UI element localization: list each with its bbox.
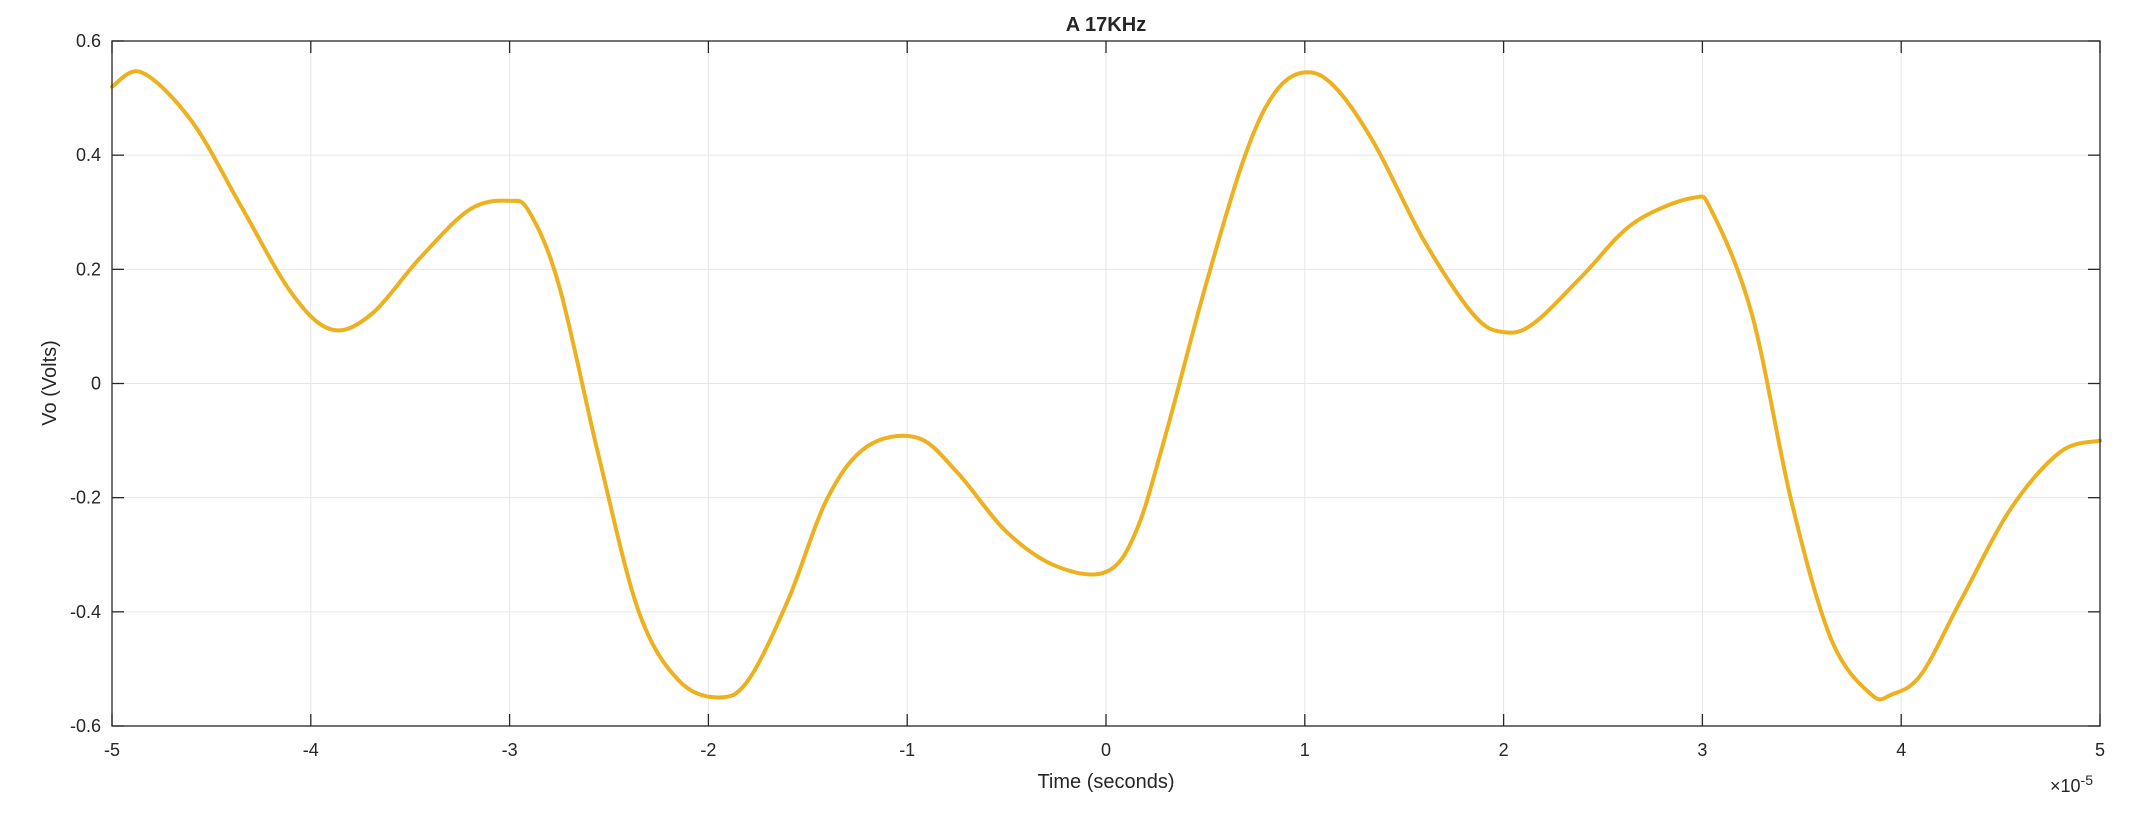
y-tick-label: -0.6 — [70, 716, 101, 736]
x-tick-label: 1 — [1300, 740, 1310, 760]
x-tick-label: 0 — [1101, 740, 1111, 760]
x-tick-label: 2 — [1499, 740, 1509, 760]
y-tick-label: -0.4 — [70, 602, 101, 622]
x-exponent-power: -5 — [2081, 772, 2094, 788]
x-tick-label: -4 — [303, 740, 319, 760]
x-tick-label: 3 — [1697, 740, 1707, 760]
tick-labels: -5 -4 -3 -2 -1 0 1 2 3 4 5 -0.6 -0.4 -0.2 0 0.2 0.4 0.6 — [70, 31, 2105, 760]
x-tick-label: -3 — [502, 740, 518, 760]
chart-title: A 17KHz — [1066, 14, 1146, 36]
plot-frame — [111, 40, 2101, 727]
series-line — [110, 69, 2102, 702]
x-tick-label: 4 — [1896, 740, 1906, 760]
y-tick-label: -0.2 — [70, 488, 101, 508]
x-tick-label: -2 — [700, 740, 716, 760]
y-axis-label: Vo (Volts) — [39, 340, 61, 426]
x-tick-label: -1 — [899, 740, 915, 760]
x-tick-label: 5 — [2095, 740, 2105, 760]
y-tick-label: 0.2 — [76, 259, 101, 279]
y-tick-label: 0 — [91, 374, 101, 394]
x-axis-label: Time (seconds) — [1037, 771, 1174, 793]
x-exponent-base: ×10 — [2050, 776, 2081, 796]
y-tick-label: 0.4 — [76, 145, 101, 165]
x-exponent-label: ×10-5 — [2050, 772, 2093, 796]
y-tick-label: 0.6 — [76, 31, 101, 51]
x-tick-label: -5 — [104, 740, 120, 760]
